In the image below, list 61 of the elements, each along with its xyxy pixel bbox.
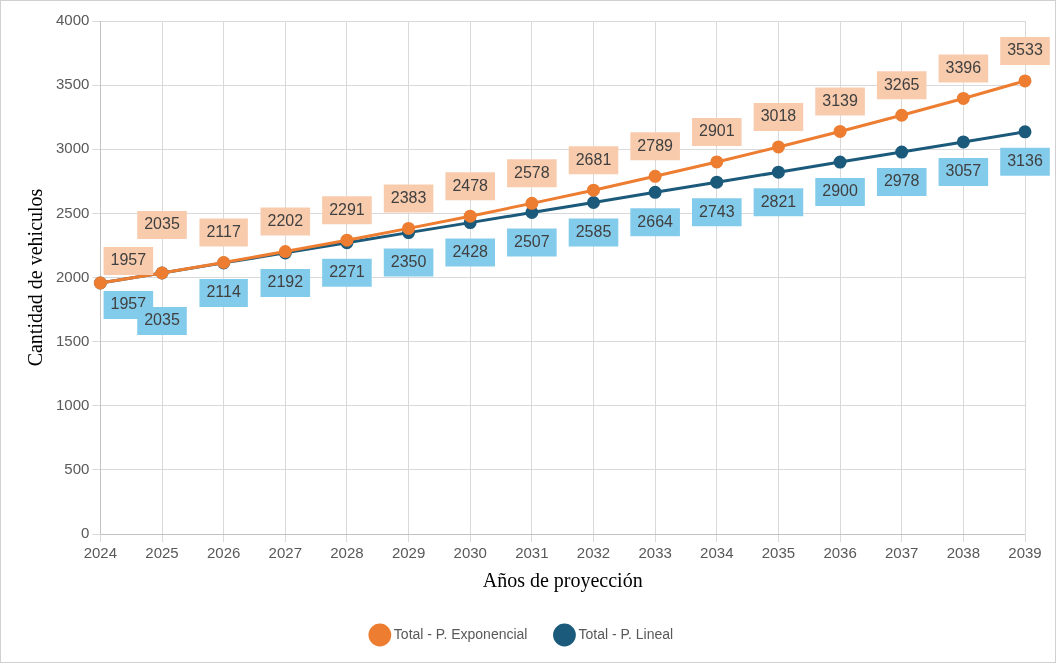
data-label: 2978 [883,172,920,190]
x-tick-label: 2030 [453,544,487,562]
x-tick-label: 2037 [885,544,919,562]
y-tick-label: 2000 [55,267,90,285]
data-label: 2901 [698,122,735,140]
data-label: 2585 [575,222,612,240]
x-tick-label: 2025 [145,544,179,562]
data-label: 2664 [637,212,674,230]
data-label: 3136 [1007,152,1043,170]
data-label: 2192 [267,273,304,291]
x-tick-label: 2032 [576,544,611,562]
data-label: 2478 [452,176,489,194]
x-tick-label: 2026 [206,544,241,562]
y-tick-label: 2500 [55,203,90,221]
data-label: 1957 [110,295,147,313]
x-tick-label: 2027 [268,544,302,562]
data-label: 1957 [110,251,147,269]
y-axis-title: Cantidad de vehiculos [24,188,47,367]
y-tick-label: 500 [64,460,90,478]
x-axis-title: Años de proyección [482,569,643,593]
data-label: 2900 [822,182,858,200]
data-label: 2035 [144,311,180,329]
data-label: 2271 [329,263,365,281]
data-label: 2383 [390,188,427,206]
y-tick-label: 3000 [55,139,90,157]
data-label: 3533 [1007,41,1043,59]
legend-label: Total - P. Lineal [578,625,674,642]
data-label: 2202 [267,212,304,229]
legend-label: Total - P. Exponencial [393,625,528,642]
data-label: 2578 [514,163,550,181]
data-label: 3396 [945,58,982,76]
x-tick-label: 2033 [638,544,672,562]
x-tick-label: 2038 [946,544,981,562]
data-label: 2117 [206,222,241,240]
data-label: 2507 [514,232,550,250]
data-label: 2821 [760,192,797,210]
x-tick-label: 2034 [700,544,734,562]
x-tick-label: 2024 [83,544,118,562]
x-tick-label: 2031 [515,544,549,562]
data-label: 3265 [883,75,920,93]
y-tick-label: 0 [81,524,90,542]
y-tick-label: 4000 [55,11,90,29]
x-tick-label: 2036 [823,544,857,562]
y-tick-label: 1500 [55,331,90,349]
data-label: 3057 [945,162,982,180]
data-label: 2681 [575,150,612,168]
data-label: 2350 [390,253,427,271]
x-tick-label: 2029 [391,544,426,562]
data-label: 2428 [452,243,489,261]
x-tick-label: 2028 [330,544,364,562]
data-label: 2114 [206,283,241,301]
data-label: 3139 [822,91,858,109]
data-label: 2291 [329,200,365,218]
x-tick-label: 2035 [761,544,796,562]
data-label: 2035 [144,215,180,233]
y-tick-label: 3500 [55,75,90,93]
data-label: 2743 [698,202,735,220]
data-label: 2789 [637,136,674,154]
x-tick-label: 2039 [1008,544,1042,562]
y-tick-label: 1000 [55,395,90,413]
data-label: 3018 [760,107,797,125]
